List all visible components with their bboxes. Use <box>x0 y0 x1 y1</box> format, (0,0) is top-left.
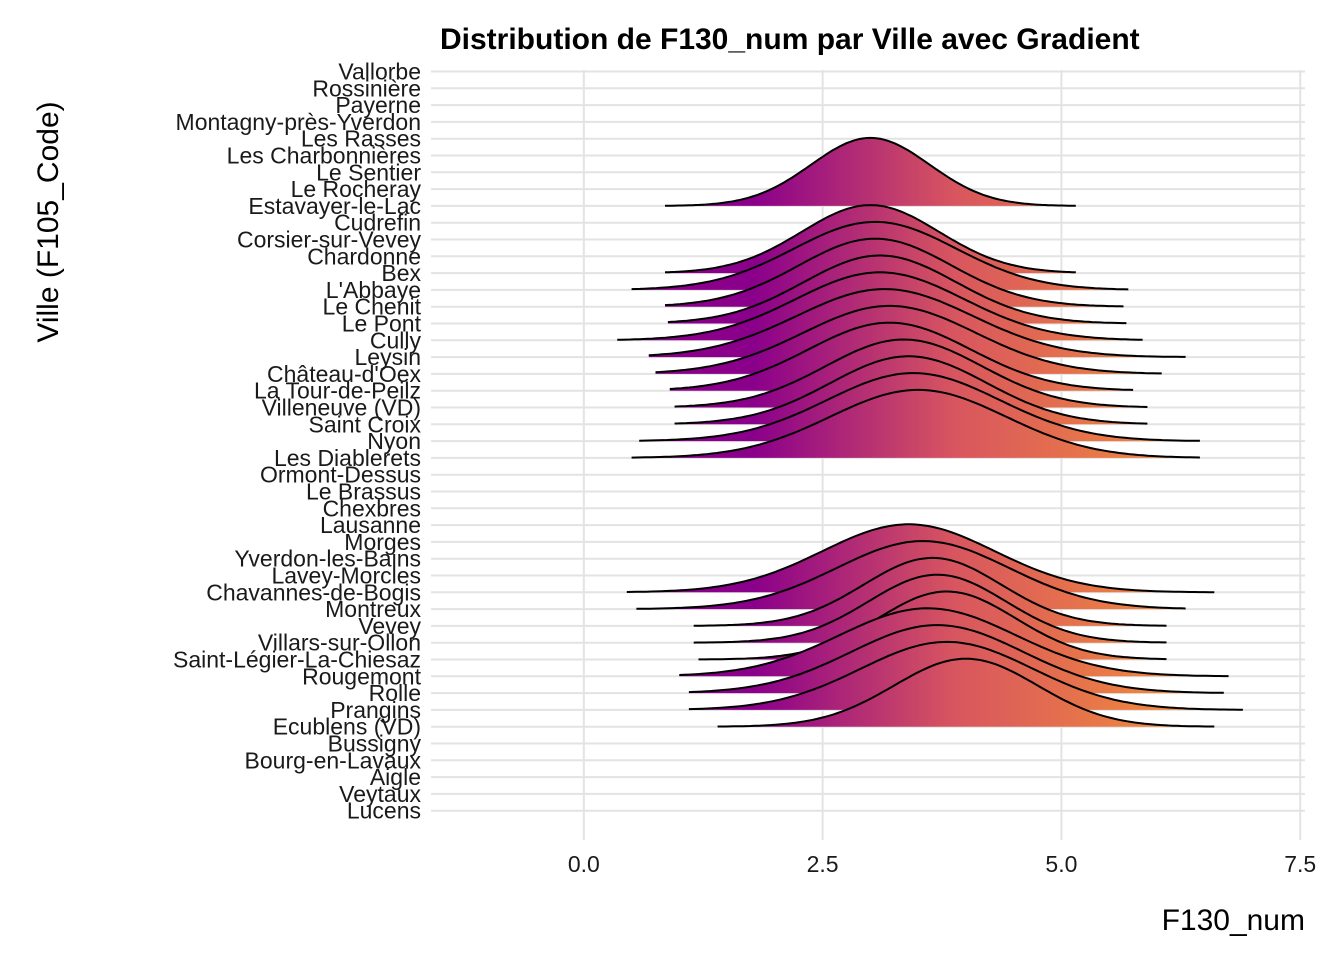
y-tick-label: Le Sentier <box>316 159 421 185</box>
y-tick-label: Bourg-en-Lavaux <box>245 747 422 773</box>
ridge-outline <box>636 540 1186 610</box>
y-tick-label: Villeneuve (VD) <box>262 395 421 421</box>
y-tick-label: Saint-Légier-La-Chiesaz <box>173 647 421 673</box>
x-axis-title: F130_num <box>1162 904 1305 937</box>
y-tick-label: Vevey <box>358 613 421 639</box>
y-tick-label: Veytaux <box>339 781 421 807</box>
ridge-area <box>665 137 1076 206</box>
label-layer: VallorbeRossinièrePayerneMontagny-près-Y… <box>173 59 422 824</box>
ridge-outline <box>667 254 1127 325</box>
ridge-area <box>717 658 1215 727</box>
x-tick-label: 5.0 <box>1045 851 1077 877</box>
y-tick-label: Aigle <box>370 764 421 790</box>
y-tick-label: Château-d'Oex <box>267 361 421 387</box>
y-tick-label: Bussigny <box>328 731 422 757</box>
y-tick-label: Bex <box>381 260 421 286</box>
x-tick-label: 0.0 <box>568 851 600 877</box>
x-tick-label: 2.5 <box>807 851 839 877</box>
y-tick-label: Corsier-sur-Vevey <box>237 227 422 253</box>
y-tick-label: Chardonne <box>307 243 421 269</box>
ridge-outline <box>648 288 1186 358</box>
x-tick-label: 7.5 <box>1284 851 1316 877</box>
y-tick-label: Chexbres <box>323 495 421 521</box>
y-tick-label: Payerne <box>335 92 421 118</box>
y-tick-label: Estavayer-le-Lac <box>248 193 421 219</box>
ridge-outline <box>631 220 1129 291</box>
y-tick-label: Lausanne <box>320 512 421 538</box>
y-tick-label: Montagny-près-Yverdon <box>176 109 421 135</box>
ridge-outline <box>679 607 1229 678</box>
ridge-outline <box>674 338 1148 408</box>
y-tick-label: Saint Croix <box>309 411 422 437</box>
y-tick-label: Lucens <box>347 798 421 824</box>
ridge-outline <box>669 321 1134 391</box>
y-tick-label: Lavey-Morcles <box>271 563 421 589</box>
y-axis-title: Ville (F105_Code) <box>32 101 65 342</box>
ridge-outline <box>693 573 1167 644</box>
y-tick-label: Vallorbe <box>338 59 421 85</box>
y-tick-label: Ormont-Dessus <box>260 462 421 488</box>
y-tick-label: Chavannes-de-Bogis <box>206 579 421 605</box>
y-tick-label: Le Rocheray <box>291 176 422 202</box>
ridge-outline <box>693 556 1167 627</box>
y-tick-label: Le Chenit <box>323 294 422 320</box>
ridge-outline <box>665 136 1076 207</box>
ridge-estavayer-le-lac <box>665 136 1076 207</box>
y-tick-label: Les Diablerets <box>274 445 421 471</box>
ridge-outline <box>698 590 1167 661</box>
ridge-outline <box>674 355 1148 425</box>
y-tick-label: La Tour-de-Peilz <box>254 378 421 404</box>
y-tick-label: Rossinière <box>312 75 421 101</box>
ridge-outline <box>664 204 1076 274</box>
ridge-outline <box>664 237 1124 308</box>
y-tick-label: Morges <box>344 529 421 555</box>
y-tick-label: Les Rasses <box>301 126 421 152</box>
y-tick-label: Yverdon-les-Bains <box>234 546 421 572</box>
y-tick-label: Les Charbonnières <box>227 143 421 169</box>
y-tick-label: Rolle <box>369 680 421 706</box>
y-tick-label: Le Brassus <box>306 479 421 505</box>
y-tick-label: Le Pont <box>342 311 422 337</box>
ridge-outline <box>639 372 1200 442</box>
ridge-outline <box>626 523 1215 594</box>
chart-title: Distribution de F130_num par Ville avec … <box>440 23 1140 56</box>
y-tick-label: Nyon <box>367 428 421 454</box>
y-tick-label: L'Abbaye <box>326 277 421 303</box>
y-tick-label: Rougemont <box>302 663 422 689</box>
y-tick-label: Ecublens (VD) <box>273 714 421 740</box>
y-tick-label: Cudrefin <box>334 210 421 236</box>
y-tick-label: Villars-sur-Ollon <box>258 630 421 656</box>
ridge-layer <box>617 136 1243 728</box>
ridge-les-diablerets <box>631 388 1200 459</box>
y-tick-label: Montreux <box>325 596 421 622</box>
ridge-outline <box>688 624 1224 694</box>
ridge-outline <box>631 388 1200 459</box>
ridge-outline <box>717 657 1215 728</box>
y-tick-label: Cully <box>370 327 422 353</box>
ridge-ecublens-vd- <box>717 657 1215 728</box>
ridge-outline <box>688 640 1243 711</box>
y-tick-label: Prangins <box>330 697 421 723</box>
ridge-outline <box>655 304 1162 375</box>
y-tick-label: Leysin <box>355 344 421 370</box>
ridge-outline <box>617 271 1143 341</box>
